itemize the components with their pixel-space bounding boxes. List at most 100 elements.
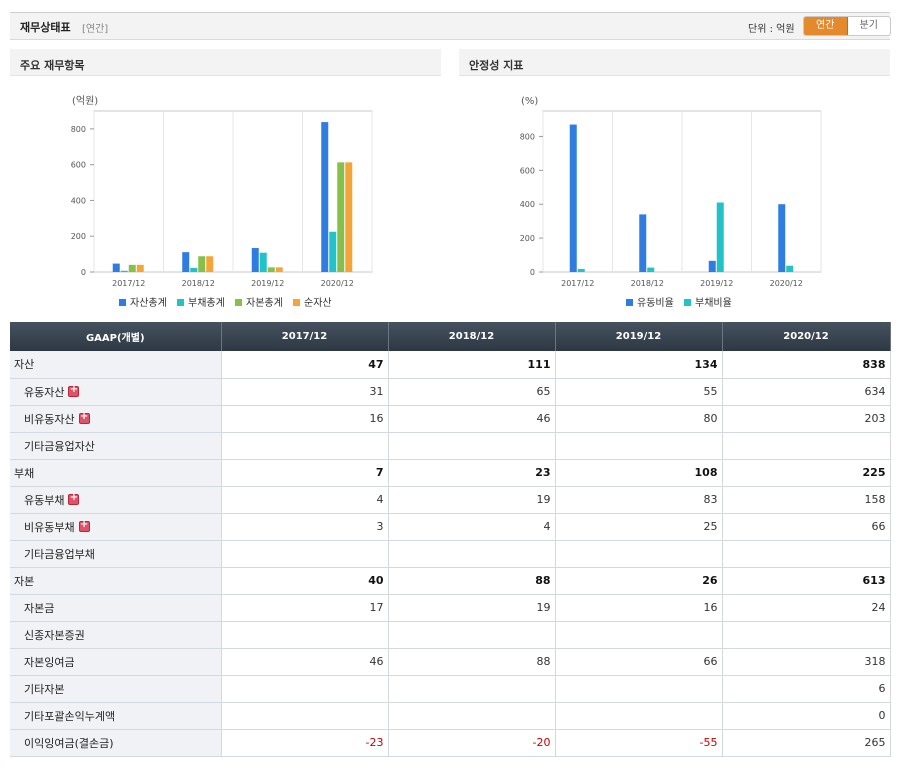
row-label: 신종자본증권 <box>10 621 222 649</box>
y-tick-label: 400 <box>520 200 535 209</box>
bar-부채비율-2018/12 <box>647 267 655 272</box>
legend-swatch <box>626 299 633 306</box>
cell-value: 0 <box>722 702 891 730</box>
bar-유동비율-2017/12 <box>569 124 577 272</box>
cell-value: 88 <box>388 567 556 595</box>
cell-value: 838 <box>722 351 891 379</box>
cell-value: 80 <box>555 405 723 433</box>
table-row: 자산 47 111 134 838 <box>10 351 891 379</box>
cell-value: 7 <box>221 459 389 487</box>
expand-icon[interactable] <box>68 384 80 397</box>
table-row: 기타금융업자산 <box>10 432 891 460</box>
y-tick-label: 600 <box>71 161 86 170</box>
column-header-period: 2018/12 <box>388 322 556 351</box>
legend-swatch <box>177 299 184 306</box>
cell-value <box>722 540 891 568</box>
row-label-text: 자본 <box>14 574 35 588</box>
cell-value: 265 <box>722 729 891 757</box>
cell-value <box>221 540 389 568</box>
bar-부채총계-2018/12 <box>190 267 198 272</box>
cell-value: 225 <box>722 459 891 487</box>
cell-value <box>221 432 389 460</box>
stability-chart: (%) 0 200 400 600 800 2017/12 2018/12 2019/12 202… <box>520 96 822 309</box>
cell-value: 6 <box>722 675 891 703</box>
y-tick-label: 200 <box>71 232 86 241</box>
bar-부채총계-2020/12 <box>329 231 337 272</box>
period-label: [연간] <box>82 24 109 35</box>
bar-자산총계-2019/12 <box>251 248 259 272</box>
bar-자본총계-2019/12 <box>267 267 275 272</box>
cell-value: 17 <box>221 594 389 622</box>
expand-icon[interactable] <box>68 492 80 505</box>
cell-value: 46 <box>221 648 389 676</box>
x-tick-label: 2020/12 <box>321 279 354 288</box>
balance-sheet-table: GAAP(개별) 2017/12 2018/12 2019/12 2020/12 자산 4… <box>10 322 891 757</box>
table-row: 자본금 17 19 16 24 <box>10 594 891 622</box>
tab-annual[interactable]: 연간 <box>804 17 848 35</box>
legend-swatch <box>235 299 242 306</box>
period-toggle: 연간 분기 <box>803 16 891 36</box>
expand-icon[interactable] <box>78 411 90 424</box>
cell-value: 634 <box>722 378 891 406</box>
row-label: 기타금융업자산 <box>10 432 222 460</box>
cell-value: 88 <box>388 648 556 676</box>
row-label-text: 기타자본 <box>24 682 65 696</box>
row-label: 자본잉여금 <box>10 648 222 676</box>
row-label: 유동부채 <box>10 486 222 514</box>
table-row: 기타금융업부채 <box>10 540 891 568</box>
cell-value <box>221 675 389 703</box>
column-header-basis: GAAP(개별) <box>10 322 222 351</box>
cell-value: 203 <box>722 405 891 433</box>
cell-value: 318 <box>722 648 891 676</box>
legend-swatch <box>293 299 300 306</box>
y-tick-label: 800 <box>71 125 86 134</box>
x-tick-label: 2019/12 <box>700 279 733 288</box>
unit-label: 단위 : 억원 <box>748 24 795 35</box>
tab-quarterly[interactable]: 분기 <box>859 20 878 31</box>
bar-유동비율-2018/12 <box>639 214 647 272</box>
bar-부채총계-2019/12 <box>259 252 267 272</box>
legend-swatch <box>119 299 126 306</box>
cell-value: 47 <box>221 351 389 379</box>
cell-value: 111 <box>388 351 556 379</box>
cell-value <box>555 675 723 703</box>
cell-value: 134 <box>555 351 723 379</box>
bar-자본총계-2018/12 <box>198 256 206 272</box>
cell-value: 16 <box>555 594 723 622</box>
legend-label: 부채비율 <box>695 297 732 309</box>
cell-value: 23 <box>388 459 556 487</box>
chart-title: 안정성 지표 <box>459 49 890 76</box>
y-unit-label: (억원) <box>72 95 98 107</box>
row-label-text: 유동자산 <box>24 385 65 399</box>
row-label-text: 자본금 <box>24 601 55 615</box>
cell-value: 26 <box>555 567 723 595</box>
row-label: 비유동자산 <box>10 405 222 433</box>
expand-icon[interactable] <box>78 519 90 532</box>
legend-label: 유동비율 <box>637 297 674 309</box>
bar-부채비율-2017/12 <box>577 268 585 272</box>
cell-value: 31 <box>221 378 389 406</box>
chart-title: 주요 재무항목 <box>10 49 441 76</box>
row-label-text: 자산 <box>14 358 35 372</box>
row-label: 자본금 <box>10 594 222 622</box>
row-label: 이익잉여금(결손금) <box>10 729 222 757</box>
x-tick-label: 2017/12 <box>112 279 145 288</box>
cell-value <box>555 702 723 730</box>
bar-자산총계-2017/12 <box>112 263 120 272</box>
cell-value: 66 <box>722 513 891 541</box>
cell-value: 83 <box>555 486 723 514</box>
cell-value <box>388 675 556 703</box>
cell-value <box>388 702 556 730</box>
cell-value <box>722 432 891 460</box>
legend-label: 자본총계 <box>246 297 283 309</box>
row-label: 자산 <box>10 351 222 379</box>
x-tick-label: 2020/12 <box>770 279 803 288</box>
row-label: 유동자산 <box>10 378 222 406</box>
bar-부채비율-2019/12 <box>716 202 724 272</box>
bar-부채총계-2017/12 <box>120 270 128 272</box>
y-tick-label: 800 <box>520 132 535 141</box>
cell-value: 16 <box>221 405 389 433</box>
